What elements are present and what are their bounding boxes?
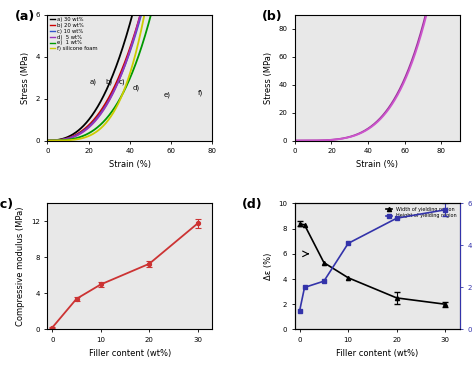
Text: (a): (a) (14, 10, 35, 23)
Legend: a) 30 wt%, b) 20 wt%, c) 10 wt%, d)  5 wt%, e)  1 wt%, f) silicone foam: a) 30 wt%, b) 20 wt%, c) 10 wt%, d) 5 wt… (49, 16, 99, 52)
X-axis label: Strain (%): Strain (%) (356, 160, 398, 169)
Y-axis label: Stress (MPa): Stress (MPa) (264, 52, 273, 104)
Text: c): c) (118, 79, 125, 85)
Y-axis label: Δε (%): Δε (%) (264, 253, 273, 280)
Y-axis label: Compressive modulus (MPa): Compressive modulus (MPa) (16, 207, 25, 326)
X-axis label: Filler content (wt%): Filler content (wt%) (89, 348, 171, 358)
X-axis label: Filler content (wt%): Filler content (wt%) (336, 348, 419, 358)
Text: (c): (c) (0, 198, 14, 212)
Text: d): d) (133, 85, 140, 92)
Text: (b): (b) (262, 10, 283, 23)
Text: b): b) (106, 79, 113, 85)
Y-axis label: Stress (MPa): Stress (MPa) (21, 52, 30, 104)
Text: f): f) (197, 89, 202, 96)
X-axis label: Strain (%): Strain (%) (109, 160, 151, 169)
Legend: Width of yielding region, Height of yielding region: Width of yielding region, Height of yiel… (385, 206, 457, 219)
Text: e): e) (164, 91, 171, 98)
Text: a): a) (89, 79, 96, 85)
Text: (d): (d) (242, 198, 263, 212)
